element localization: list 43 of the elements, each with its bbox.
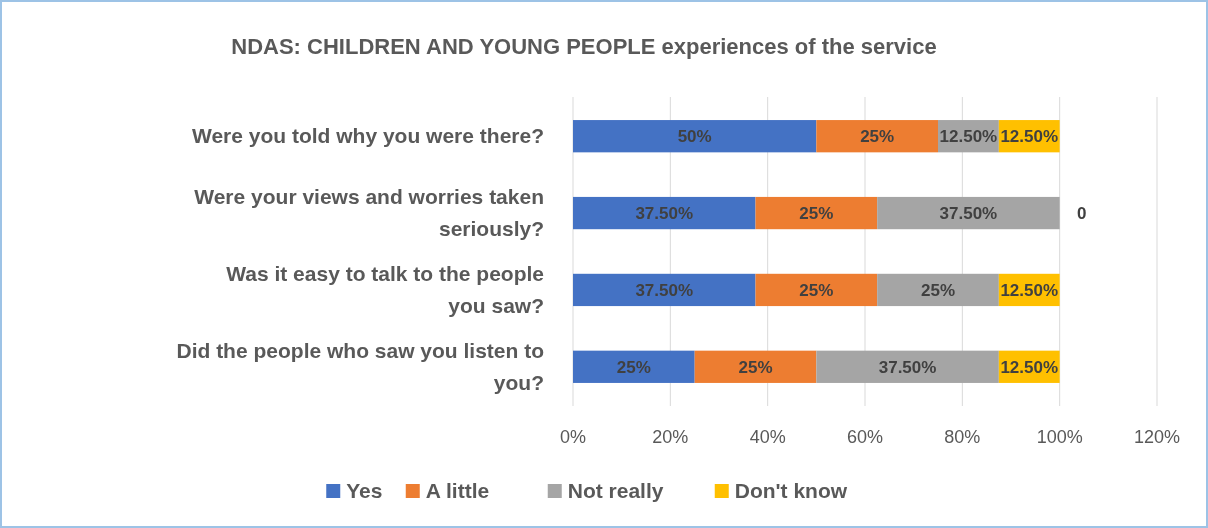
data-label: 25% <box>799 204 834 224</box>
data-label: 50% <box>677 127 712 147</box>
x-tick-label: 40% <box>749 427 786 447</box>
legend-label: Not really <box>567 479 664 502</box>
bar <box>755 196 878 230</box>
data-label: 37.50% <box>635 204 694 224</box>
legend-label: Don't know <box>734 479 848 502</box>
data-label: 25% <box>738 357 773 377</box>
y-tick-label: Were you told why you were there? <box>191 124 544 148</box>
y-tick-label: Was it easy to talk to the people you saw? <box>226 261 544 317</box>
x-tick-label: 80% <box>944 427 981 447</box>
data-label: 25% <box>920 280 956 300</box>
y-tick-label: Did the people who saw you listen to you? <box>176 338 544 394</box>
bar <box>573 196 756 230</box>
data-label: 12.50% <box>1000 357 1059 377</box>
bar <box>573 350 695 383</box>
x-tick-label: 0% <box>559 427 587 447</box>
data-label: 0 <box>1076 204 1087 224</box>
y-tick-label: Were your views and worries taken seriously? <box>194 185 544 241</box>
bar <box>816 120 938 153</box>
legend-label: Yes <box>346 479 383 502</box>
x-tick-label: 20% <box>652 427 689 447</box>
x-tick-label: 100% <box>1036 427 1083 447</box>
data-label: 12.50% <box>1000 127 1059 147</box>
bar <box>816 350 999 383</box>
bar <box>755 273 878 307</box>
data-label: 37.50% <box>635 280 694 300</box>
data-label: 12.50% <box>1000 280 1059 300</box>
x-tick-label: 120% <box>1133 427 1181 447</box>
legend-label: A little <box>425 479 490 502</box>
bar <box>573 120 817 153</box>
x-tick-label: 60% <box>846 427 884 447</box>
chart-title: NDAS: CHILDREN AND YOUNG PEOPLE experiences of the service <box>231 34 937 59</box>
data-label: 12.50% <box>939 127 998 147</box>
data-label: 37.50% <box>939 204 998 224</box>
bar <box>877 273 999 307</box>
data-label: 25% <box>616 357 651 377</box>
bar <box>573 273 756 307</box>
bar <box>877 196 1060 230</box>
data-label: 25% <box>860 127 895 147</box>
data-label: 25% <box>799 280 834 300</box>
bar <box>694 350 817 383</box>
data-label: 37.50% <box>878 357 937 377</box>
